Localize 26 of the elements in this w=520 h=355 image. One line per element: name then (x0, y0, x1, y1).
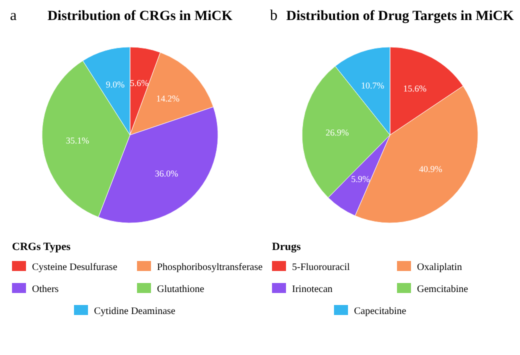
chart-title: Distribution of CRGs in MiCK (47, 9, 233, 24)
data-label: 40.9% (418, 164, 443, 174)
legend-title: CRGs Types (12, 241, 72, 253)
legend-label: Irinotecan (292, 284, 333, 295)
data-label: 26.9% (326, 127, 350, 138)
legend-label: Cytidine Deaminase (94, 306, 176, 317)
data-label: 5.6% (130, 78, 150, 88)
data-label: 10.7% (360, 80, 385, 90)
legend-title: Drugs (272, 241, 302, 253)
text: a (10, 8, 17, 24)
data-label: 5.9% (351, 174, 370, 184)
data-label: 35.1% (66, 135, 90, 146)
legend-label: Capecitabine (354, 306, 407, 317)
chart-title: Distribution of Drug Targets in MiCK (286, 9, 514, 24)
text: b (270, 8, 278, 24)
data-label: 36.0% (154, 168, 179, 178)
legend-label: Phosphoribosyltransferase (157, 262, 264, 273)
legend-label: Gemcitabine (417, 284, 469, 295)
legend-label: Cysteine Desulfurase (32, 262, 118, 273)
legend-label: Oxaliplatin (417, 262, 462, 273)
legend-label: Others (32, 284, 59, 295)
legend-label: Glutathione (157, 284, 205, 295)
data-label: 14.2% (156, 93, 180, 104)
data-label: 15.6% (403, 84, 427, 94)
legend-label: 5-Fluorouracil (292, 262, 350, 273)
data-label: 9.0% (106, 79, 126, 90)
